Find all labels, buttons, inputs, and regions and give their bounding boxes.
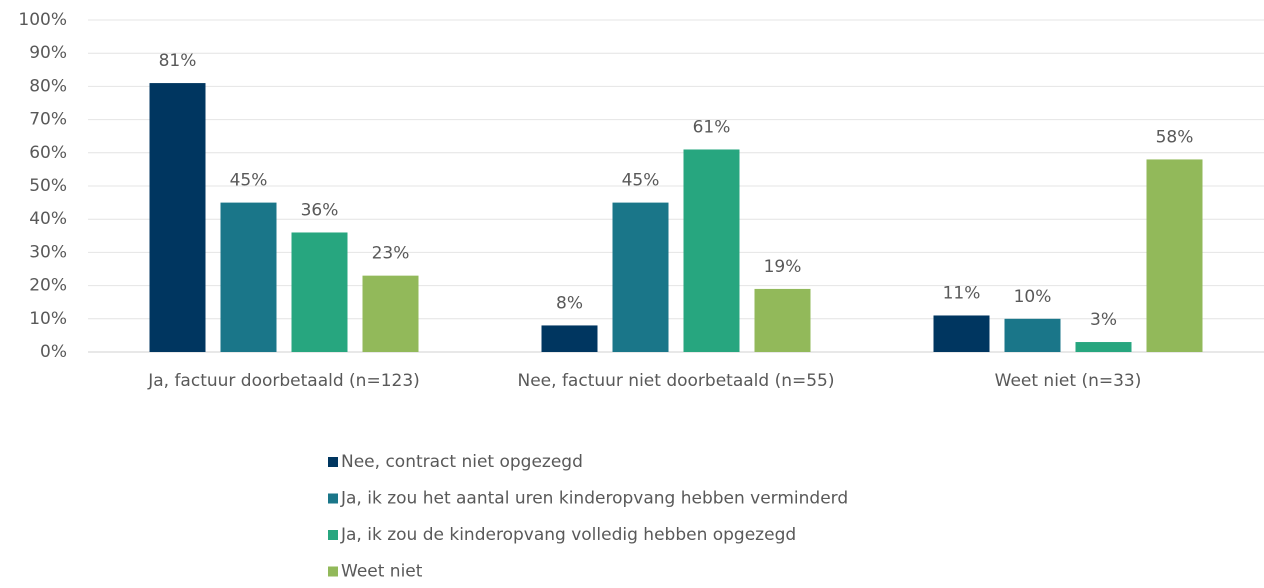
y-tick-label: 0% [40, 342, 67, 362]
bar [754, 288, 811, 352]
bar [933, 315, 990, 352]
y-tick-label: 60% [29, 143, 67, 163]
y-tick-label: 90% [29, 43, 67, 63]
legend-swatch [328, 530, 338, 540]
legend-swatch [328, 457, 338, 467]
legend-swatch [328, 493, 338, 504]
bar [612, 202, 669, 352]
legend-swatch [328, 566, 338, 577]
value-label: 58% [1156, 127, 1194, 147]
x-tick-label: Ja, factuur doorbetaald (n=123) [147, 371, 420, 391]
value-label: 11% [943, 283, 981, 303]
y-tick-label: 70% [29, 110, 67, 130]
bar [291, 232, 348, 352]
legend-label: Ja, ik zou het aantal uren kinderopvang … [340, 489, 848, 509]
bar [149, 83, 206, 352]
legend-label: Ja, ik zou de kinderopvang volledig hebb… [340, 525, 796, 545]
y-tick-label: 100% [18, 10, 67, 30]
value-label: 81% [159, 51, 197, 71]
y-tick-label: 10% [29, 309, 67, 329]
x-tick-label: Weet niet (n=33) [995, 371, 1142, 391]
y-tick-label: 30% [29, 242, 67, 262]
value-label: 3% [1090, 310, 1117, 330]
value-label: 19% [764, 257, 802, 277]
y-tick-label: 20% [29, 276, 67, 296]
value-label: 23% [372, 244, 410, 264]
value-label: 36% [301, 200, 339, 220]
bar [683, 149, 740, 352]
bar [1075, 342, 1132, 352]
bar [220, 202, 277, 352]
x-tick-label: Nee, factuur niet doorbetaald (n=55) [518, 371, 835, 391]
value-label: 8% [556, 293, 583, 313]
y-tick-label: 40% [29, 209, 67, 229]
bar [1004, 318, 1061, 352]
value-label: 45% [622, 171, 660, 191]
value-label: 10% [1014, 287, 1052, 307]
value-label: 45% [230, 171, 268, 191]
bar [541, 325, 598, 352]
value-label: 61% [693, 117, 731, 137]
y-tick-label: 50% [29, 176, 67, 196]
legend-label: Nee, contract niet opgezegd [341, 452, 583, 472]
legend-label: Weet niet [341, 562, 423, 582]
bar [1146, 159, 1203, 352]
y-tick-label: 80% [29, 76, 67, 96]
bar [362, 275, 419, 352]
